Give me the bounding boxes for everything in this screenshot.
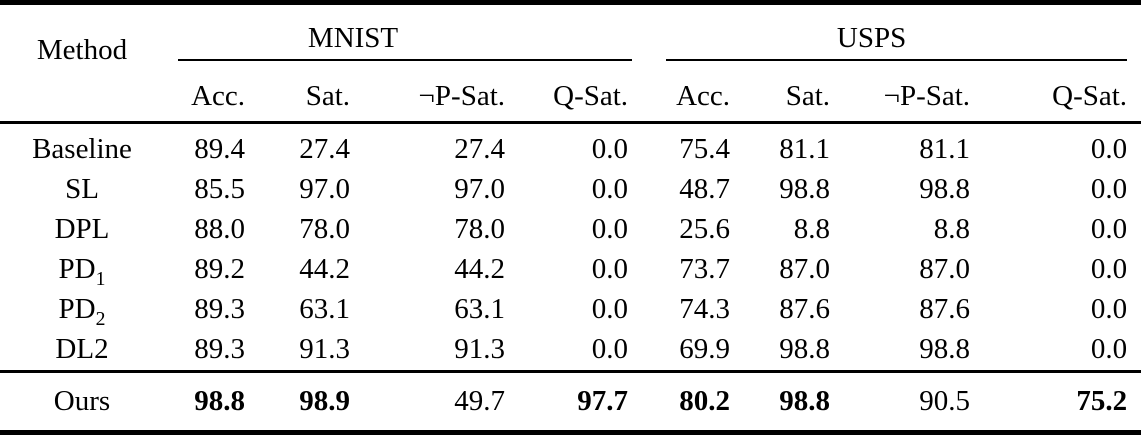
method-cell: PD2 bbox=[58, 293, 106, 330]
method-subscript: 1 bbox=[95, 267, 106, 290]
value-cell: 78.0 bbox=[299, 213, 350, 246]
value-cell: 0.0 bbox=[591, 333, 629, 366]
value-cell: 75.2 bbox=[984, 370, 1141, 433]
method-subscript: 2 bbox=[95, 307, 106, 330]
col-header-usps-qsat: Q-Sat. bbox=[984, 61, 1141, 124]
col-header-mnist-acc: Acc. bbox=[164, 61, 259, 124]
value-cell: 88.0 bbox=[194, 213, 245, 246]
value-cell: 97.0 bbox=[299, 173, 350, 206]
value-cell: 78.0 bbox=[454, 213, 505, 246]
method-cell: DPL bbox=[54, 213, 110, 246]
value-cell: 85.5 bbox=[194, 173, 245, 206]
table-row: PD2 89.3 63.1 63.1 0.0 74.3 87.6 87.6 0.0 bbox=[0, 290, 1141, 330]
value-cell: 0.0 bbox=[1090, 133, 1128, 166]
value-cell: 0.0 bbox=[1090, 213, 1128, 246]
method-cell: Ours bbox=[0, 370, 164, 433]
value-cell: 89.3 bbox=[194, 293, 245, 326]
value-cell: 49.7 bbox=[364, 370, 519, 433]
value-cell: 89.2 bbox=[194, 253, 245, 286]
table-row: DPL 88.0 78.0 78.0 0.0 25.6 8.8 8.8 0.0 bbox=[0, 210, 1141, 250]
method-cell: DL2 bbox=[55, 333, 109, 366]
value-cell: 98.8 bbox=[779, 173, 831, 206]
col-header-mnist-qsat: Q-Sat. bbox=[519, 61, 643, 124]
group-header-usps: USPS bbox=[642, 3, 1141, 62]
group-header-row: Method MNIST USPS bbox=[0, 2, 1141, 124]
value-cell: 89.3 bbox=[194, 333, 245, 366]
value-cell: 87.0 bbox=[779, 253, 831, 286]
value-cell: 0.0 bbox=[591, 293, 629, 326]
method-cell: SL bbox=[65, 173, 99, 206]
col-header-mnist-sat: Sat. bbox=[259, 61, 364, 124]
value-cell: 63.1 bbox=[454, 293, 505, 326]
method-cell: PD1 bbox=[58, 253, 106, 290]
value-cell: 91.3 bbox=[454, 333, 505, 366]
value-cell: 75.4 bbox=[679, 133, 731, 166]
value-cell: 80.2 bbox=[642, 370, 745, 433]
value-cell: 98.8 bbox=[919, 173, 971, 206]
col-header-usps-npsat: ¬P-Sat. bbox=[844, 61, 985, 124]
table-row: PD1 89.2 44.2 44.2 0.0 73.7 87.0 87.0 0.0 bbox=[0, 250, 1141, 290]
value-cell: 44.2 bbox=[454, 253, 505, 286]
value-cell: 0.0 bbox=[1090, 173, 1128, 206]
value-cell: 0.0 bbox=[591, 213, 629, 246]
value-cell: 97.7 bbox=[519, 370, 643, 433]
value-cell: 0.0 bbox=[1090, 333, 1128, 366]
table-row: Baseline 89.4 27.4 27.4 0.0 75.4 81.1 81.1 0.0 bbox=[0, 123, 1141, 171]
value-cell: 81.1 bbox=[779, 133, 831, 166]
value-cell: 27.4 bbox=[299, 133, 350, 166]
table-body: Baseline 89.4 27.4 27.4 0.0 75.4 81.1 81.1 0.0 SL… bbox=[0, 123, 1141, 372]
group-label-usps: USPS bbox=[836, 22, 907, 55]
value-cell: 69.9 bbox=[679, 333, 731, 366]
value-cell: 98.8 bbox=[779, 333, 831, 366]
value-cell: 90.5 bbox=[844, 370, 985, 433]
group-label-mnist: MNIST bbox=[307, 22, 399, 55]
col-header-usps-sat: Sat. bbox=[744, 61, 845, 124]
col-header-usps-acc: Acc. bbox=[642, 61, 745, 124]
value-cell: 0.0 bbox=[591, 173, 629, 206]
table-row: SL 85.5 97.0 97.0 0.0 48.7 98.8 98.8 0.0 bbox=[0, 170, 1141, 210]
value-cell: 98.8 bbox=[164, 370, 259, 433]
value-cell: 8.8 bbox=[793, 213, 831, 246]
value-cell: 0.0 bbox=[591, 133, 629, 166]
table-row: DL2 89.3 91.3 91.3 0.0 69.9 98.8 98.8 0.0 bbox=[0, 330, 1141, 372]
value-cell: 27.4 bbox=[454, 133, 505, 166]
table-row: Ours 98.8 98.9 49.7 97.7 80.2 98.8 90.5 75.2 bbox=[0, 370, 1141, 433]
value-cell: 97.0 bbox=[454, 173, 505, 206]
value-cell: 44.2 bbox=[299, 253, 350, 286]
method-cell: Baseline bbox=[32, 133, 132, 166]
table-footer: Ours 98.8 98.9 49.7 97.7 80.2 98.8 90.5 75.2 bbox=[0, 370, 1141, 433]
table-header: Method MNIST USPS Acc. Sat. ¬P-Sat. Q-Sa… bbox=[0, 2, 1141, 124]
value-cell: 25.6 bbox=[679, 213, 731, 246]
value-cell: 73.7 bbox=[679, 253, 731, 286]
value-cell: 81.1 bbox=[919, 133, 971, 166]
value-cell: 87.0 bbox=[919, 253, 971, 286]
value-cell: 98.8 bbox=[919, 333, 971, 366]
value-cell: 87.6 bbox=[779, 293, 831, 326]
value-cell: 0.0 bbox=[591, 253, 629, 286]
group-header-mnist: MNIST bbox=[164, 3, 642, 62]
value-cell: 8.8 bbox=[933, 213, 971, 246]
value-cell: 91.3 bbox=[299, 333, 350, 366]
value-cell: 0.0 bbox=[1090, 253, 1128, 286]
value-cell: 74.3 bbox=[679, 293, 731, 326]
value-cell: 98.8 bbox=[744, 370, 845, 433]
method-column-header: Method bbox=[0, 2, 164, 124]
value-cell: 63.1 bbox=[299, 293, 350, 326]
col-header-mnist-npsat: ¬P-Sat. bbox=[364, 61, 519, 124]
value-cell: 0.0 bbox=[1090, 293, 1128, 326]
value-cell: 87.6 bbox=[919, 293, 971, 326]
value-cell: 98.9 bbox=[259, 370, 364, 433]
value-cell: 89.4 bbox=[194, 133, 245, 166]
value-cell: 48.7 bbox=[679, 173, 731, 206]
subheader-row: Acc. Sat. ¬P-Sat. Q-Sat. Acc. Sat. ¬P-Sa… bbox=[0, 61, 1141, 124]
